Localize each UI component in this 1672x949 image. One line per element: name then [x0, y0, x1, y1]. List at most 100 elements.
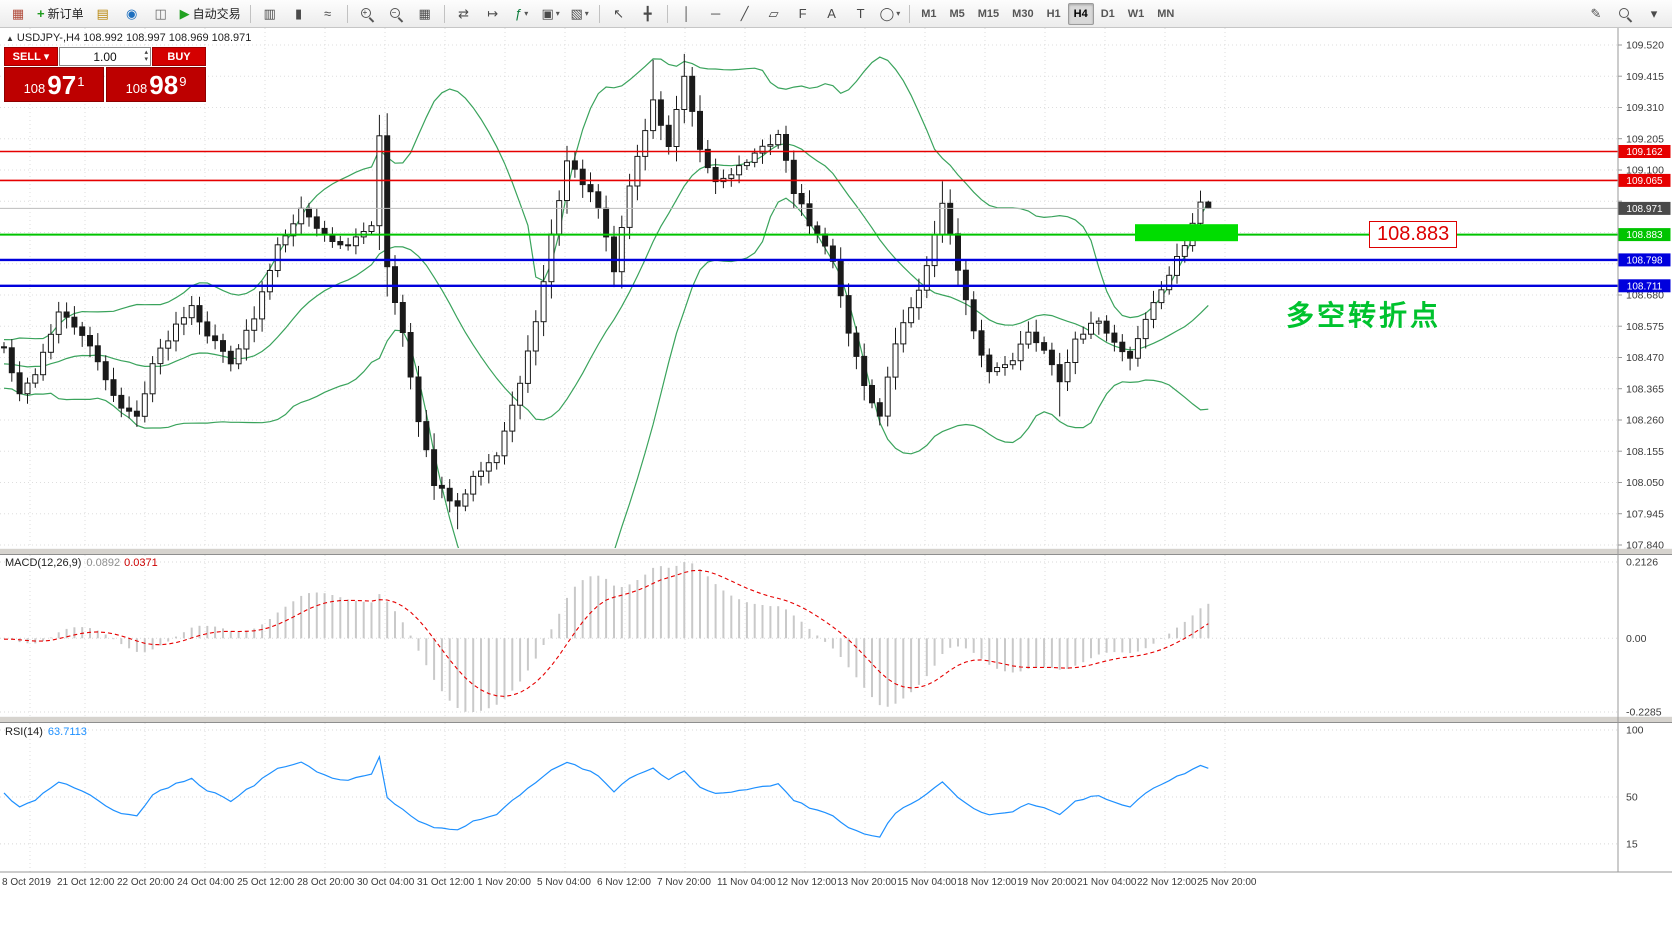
svg-text:108.365: 108.365 [1626, 383, 1664, 395]
zoom-in-button[interactable]: + [353, 2, 381, 26]
sell-price-button[interactable]: 108 97 1 [4, 67, 104, 102]
svg-text:18 Nov 12:00: 18 Nov 12:00 [957, 877, 1017, 888]
rsi-grid [0, 729, 1618, 845]
volume-up-icon[interactable]: ▴ [144, 49, 148, 56]
svg-text:22 Oct 20:00: 22 Oct 20:00 [117, 877, 175, 888]
svg-text:108.050: 108.050 [1626, 477, 1664, 489]
svg-text:24 Oct 04:00: 24 Oct 04:00 [177, 877, 235, 888]
horizontal-line-button[interactable]: ─ [702, 2, 730, 26]
search-button[interactable] [1611, 2, 1639, 26]
sell-button[interactable]: SELL ▾ [4, 47, 58, 66]
crosshair-icon: ╋ [643, 6, 652, 21]
svg-text:109.205: 109.205 [1626, 133, 1664, 145]
fibonacci-button[interactable]: F [789, 2, 817, 26]
trendline-button[interactable]: ╱ [731, 2, 759, 26]
svg-text:0.00: 0.00 [1626, 633, 1647, 645]
price-annotation-label[interactable]: 108.883 [1369, 221, 1458, 248]
svg-text:6 Nov 12:00: 6 Nov 12:00 [597, 877, 651, 888]
chart-ohlc-header: ▲ USDJPY-,H4 108.992 108.997 108.969 108.… [6, 32, 251, 44]
toolbar-overflow-button[interactable]: ▾ [1640, 2, 1668, 26]
toolbar-separator [443, 4, 445, 23]
magnifier-icon: + [359, 6, 375, 22]
ohlc-values: 108.992 108.997 108.969 108.971 [83, 32, 252, 44]
shapes-button[interactable]: ◯ ▾ [876, 2, 905, 26]
tile-windows-button[interactable]: ▦ [411, 2, 439, 26]
timeframe-h1-button[interactable]: H1 [1046, 7, 1061, 20]
bollinger-lower-band [3, 197, 1209, 548]
label-icon: T [856, 6, 865, 21]
toolbar-overflow-icon: ▾ [1650, 6, 1658, 21]
svg-text:109.162: 109.162 [1626, 147, 1663, 158]
zoom-out-button[interactable]: − [382, 2, 410, 26]
svg-text:25 Nov 20:00: 25 Nov 20:00 [1197, 877, 1257, 888]
indicators-button[interactable]: ƒ ▾ [508, 2, 536, 26]
svg-text:107.840: 107.840 [1626, 540, 1664, 552]
candlestick-chart-button[interactable]: ▮ [285, 2, 313, 26]
timeframe-m1-button[interactable]: M1 [921, 7, 937, 20]
pencil-button[interactable]: ✎ [1582, 2, 1610, 26]
buy-button[interactable]: BUY [152, 47, 206, 66]
volume-down-icon[interactable]: ▾ [144, 56, 148, 63]
autotrading-button[interactable]: ▶ 自动交易 [176, 2, 245, 26]
chart-canvas[interactable]: 109.520 109.415 109.310 109.205 109.100 108.6… [0, 28, 1672, 949]
chart-shift-button[interactable]: ↦ [479, 2, 507, 26]
highlight-rectangle[interactable] [1135, 224, 1238, 242]
timeframe-d1-button[interactable]: D1 [1100, 7, 1115, 20]
svg-text:22 Nov 12:00: 22 Nov 12:00 [1137, 877, 1197, 888]
time-axis[interactable]: 8 Oct 2019 21 Oct 12:00 22 Oct 20:00 24 Oct… [2, 877, 1257, 888]
text-button[interactable]: A [818, 2, 846, 26]
chevron-down-icon: ▾ [524, 9, 529, 18]
timeframe-m15-button[interactable]: M15 [977, 7, 1000, 20]
panel-separator[interactable] [0, 716, 1672, 723]
buy-price-main: 98 [149, 70, 179, 100]
auto-scroll-button[interactable]: ⇄ [450, 2, 478, 26]
macd-value-main: 0.0892 [86, 557, 121, 569]
timeframe-w1-button[interactable]: W1 [1127, 7, 1145, 20]
price-axis[interactable]: 109.520 109.415 109.310 109.205 109.100 108.6… [0, 28, 1672, 873]
svg-text:19 Nov 20:00: 19 Nov 20:00 [1017, 877, 1077, 888]
data-window-icon[interactable]: ◫ [147, 2, 175, 26]
svg-text:107.945: 107.945 [1626, 508, 1664, 520]
svg-text:109.520: 109.520 [1626, 40, 1664, 52]
profile-icon[interactable]: ◉ [118, 2, 146, 26]
volume-stepper[interactable]: 1.00 ▴ ▾ [59, 47, 151, 66]
crosshair-button[interactable]: ╋ [634, 2, 662, 26]
svg-text:108.680: 108.680 [1626, 290, 1664, 302]
buy-price-button[interactable]: 108 98 9 [106, 67, 206, 102]
rsi-indicator-header: RSI(14) 63.7113 [5, 726, 87, 738]
buy-button-label: BUY [167, 50, 191, 63]
templates-button[interactable]: ▧ ▾ [566, 2, 594, 26]
bar-chart-button[interactable]: ▥ [256, 2, 284, 26]
price-chip-108.798: 108.798 [1618, 253, 1671, 267]
timeframe-m30-button[interactable]: M30 [1012, 7, 1034, 20]
indicators-icon: ƒ [515, 6, 523, 21]
new-order-button[interactable]: + 新订单 [33, 2, 88, 26]
chart-windows-icon-icon: ▤ [96, 6, 109, 21]
rsi-label: RSI(14) [5, 726, 43, 738]
timeframe-mn-button[interactable]: MN [1157, 7, 1175, 20]
timeframe-m5-button[interactable]: M5 [949, 7, 965, 20]
bollinger-middle-band [3, 143, 1209, 421]
channel-button[interactable]: ▱ [760, 2, 788, 26]
svg-text:8 Oct 2019: 8 Oct 2019 [2, 877, 51, 888]
label-button[interactable]: T [847, 2, 875, 26]
chart-windows-icon[interactable]: ▤ [89, 2, 117, 26]
chevron-down-icon: ▾ [555, 9, 560, 18]
vertical-line-button[interactable]: │ [673, 2, 701, 26]
svg-text:-0.2285: -0.2285 [1626, 707, 1662, 719]
time-gridlines [29, 28, 1226, 872]
buy-price-prefix: 108 [125, 80, 148, 96]
cursor-button[interactable]: ↖ [605, 2, 633, 26]
line-chart-button[interactable]: ≈ [314, 2, 342, 26]
panel-separator[interactable] [0, 548, 1672, 555]
turning-point-annotation[interactable]: 多空转折点 [1286, 300, 1442, 331]
svg-text:100: 100 [1626, 725, 1644, 737]
svg-text:15: 15 [1626, 839, 1638, 851]
text-icon: A [827, 6, 836, 21]
timeframe-h4-button[interactable]: H4 [1067, 2, 1094, 25]
volume-value: 1.00 [93, 49, 117, 64]
chevron-down-icon: ▾ [43, 51, 50, 63]
periods-button[interactable]: ▣ ▾ [537, 2, 565, 26]
auto-scroll-icon: ⇄ [458, 6, 470, 21]
cursor-icon: ↖ [613, 6, 625, 21]
